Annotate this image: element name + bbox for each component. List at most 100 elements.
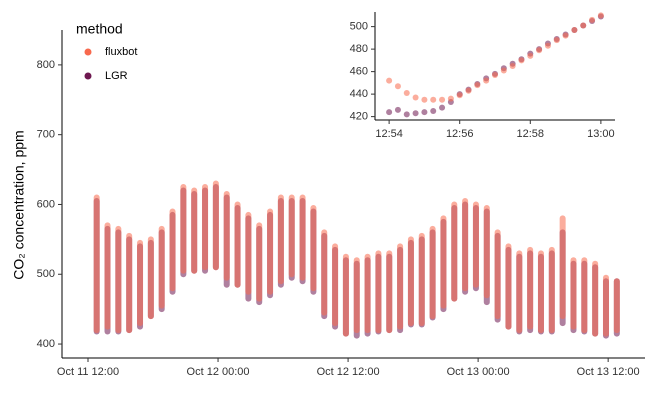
y-tick-label: 700 [37, 129, 55, 141]
point-column [570, 257, 577, 330]
point-column [332, 243, 339, 327]
legend-title: method [76, 21, 123, 37]
point [465, 87, 472, 94]
point-column [223, 191, 230, 281]
point-column [277, 194, 284, 285]
point-column [386, 250, 393, 334]
x-tick-label: 12:58 [517, 128, 545, 140]
point [536, 47, 543, 54]
point [386, 77, 393, 84]
point-column [548, 246, 555, 334]
point [500, 67, 507, 74]
point [553, 37, 560, 44]
point-column [104, 222, 111, 330]
point-column [472, 201, 479, 288]
point-column [397, 243, 404, 330]
y-tick-label: 440 [350, 88, 368, 100]
point [447, 95, 454, 102]
point [527, 52, 534, 59]
point [439, 96, 446, 103]
point-column [559, 215, 566, 320]
point-column [353, 257, 360, 334]
inset-background [375, 12, 615, 120]
point-column [299, 194, 306, 281]
point-column [202, 184, 209, 271]
legend-label: LGR [105, 70, 128, 82]
point-column [364, 253, 371, 334]
point [571, 27, 578, 33]
y-tick-label: 600 [37, 198, 55, 210]
y-tick-label: 480 [350, 43, 368, 55]
point-column [516, 250, 523, 334]
point [439, 104, 446, 111]
y-tick-label: 500 [350, 21, 368, 33]
point [492, 72, 498, 78]
point-column [581, 257, 588, 334]
point-column [462, 197, 469, 292]
point-column [451, 201, 458, 302]
point [430, 96, 437, 103]
x-tick-label: 13:00 [587, 128, 615, 140]
point-column [592, 260, 599, 337]
y-tick-label: 800 [37, 59, 55, 71]
point [430, 108, 437, 114]
point [597, 12, 604, 19]
y-tick-label: 420 [350, 111, 368, 123]
point [562, 32, 569, 39]
point-column [147, 236, 154, 320]
point-column [440, 215, 447, 309]
y-axis-label: CO₂ concentration, ppm [11, 130, 27, 279]
legend-marker [84, 72, 92, 80]
legend-marker [84, 48, 92, 56]
point [394, 83, 401, 90]
point-column [527, 246, 534, 330]
point [483, 77, 490, 84]
point [580, 22, 587, 29]
point-column [288, 194, 295, 278]
point [456, 92, 463, 99]
point-column [494, 229, 501, 320]
point-column [126, 232, 133, 334]
point [474, 82, 481, 89]
point-column [191, 187, 198, 274]
y-tick-label: 460 [350, 66, 368, 78]
point [544, 42, 551, 49]
legend-label: fluxbot [105, 46, 137, 58]
point-column [310, 204, 317, 292]
point-column [321, 229, 328, 316]
point [403, 90, 410, 96]
point-column [256, 222, 263, 302]
point [394, 106, 401, 113]
point [412, 110, 419, 117]
x-tick-label: Oct 12 12:00 [317, 366, 380, 378]
point [589, 16, 596, 23]
y-tick-label: 500 [37, 268, 55, 280]
point-column [505, 243, 512, 330]
point [386, 109, 393, 116]
point-column [158, 225, 165, 309]
point-column [342, 253, 349, 337]
point [509, 63, 516, 69]
point-column [137, 239, 144, 327]
point-column [537, 250, 544, 334]
point-column [234, 201, 241, 288]
x-tick-label: Oct 11 12:00 [57, 366, 119, 378]
point [421, 109, 428, 116]
point-column [602, 274, 609, 337]
point-column [169, 208, 176, 292]
point [412, 94, 419, 101]
point-column [115, 225, 122, 334]
x-tick-label: 12:54 [375, 128, 403, 140]
x-tick-label: 12:56 [446, 128, 474, 140]
point-column [375, 250, 382, 334]
point-column [407, 236, 414, 327]
x-tick-label: Oct 13 00:00 [447, 366, 510, 378]
point-column [180, 184, 187, 274]
x-tick-label: Oct 13 12:00 [577, 366, 640, 378]
point [518, 57, 525, 64]
point-column [212, 180, 219, 271]
point-column [613, 278, 620, 334]
x-tick-label: Oct 12 00:00 [187, 366, 250, 378]
point [421, 96, 428, 103]
